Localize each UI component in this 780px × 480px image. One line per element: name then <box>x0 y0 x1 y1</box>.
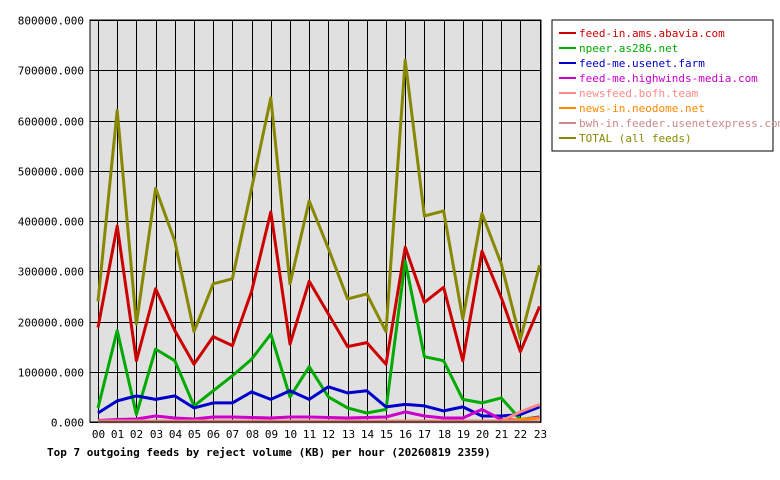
legend-label: bwh-in.feeder.usenetexpress.com <box>579 117 780 130</box>
y-tick-label: 200000.000 <box>18 317 84 330</box>
y-tick-label: 300000.000 <box>18 266 84 279</box>
series-line <box>97 407 540 422</box>
legend-label: TOTAL (all feeds) <box>579 132 692 145</box>
x-tick-label: 19 <box>457 428 470 441</box>
legend-label: news-in.neodome.net <box>579 102 705 115</box>
legend-label: feed-me.highwinds-media.com <box>579 72 758 85</box>
series-line <box>96 259 540 421</box>
x-tick-label: 13 <box>342 428 355 441</box>
y-tick-label: 700000.000 <box>18 65 84 78</box>
x-tick-label: 02 <box>130 428 143 441</box>
y-tick-label: 100000.000 <box>18 367 84 380</box>
chart-title: Top 7 outgoing feeds by reject volume (K… <box>47 446 491 459</box>
series-line <box>97 385 541 418</box>
x-tick-label: 23 <box>534 428 547 441</box>
x-tick-label: 06 <box>207 428 220 441</box>
x-tick-label: 20 <box>476 428 489 441</box>
y-tick-label: 400000.000 <box>18 216 84 229</box>
x-tick-label: 14 <box>361 428 375 441</box>
x-tick-label: 07 <box>226 428 239 441</box>
series-line <box>96 58 542 341</box>
legend-label: npeer.as286.net <box>579 42 678 55</box>
x-tick-label: 04 <box>169 428 183 441</box>
x-tick-label: 12 <box>322 428 335 441</box>
legend-box <box>551 19 774 152</box>
x-axis-ticks: 00 01 02 03 04 05 06 07 08 09 10 11 12 13 14 15 16 17 18 19… <box>92 428 547 441</box>
x-tick-label: 08 <box>246 428 259 441</box>
y-tick-label: 800000.000 <box>18 15 84 28</box>
x-tick-label: 10 <box>284 428 297 441</box>
x-tick-label: 03 <box>150 428 163 441</box>
legend: feed-in.ams.abavia.com npeer.as286.net fee… <box>551 19 780 152</box>
x-tick-label: 05 <box>188 428 201 441</box>
y-axis-ticks: 0.000 100000.000 200000.000 300000.000 40000… <box>18 15 84 430</box>
x-tick-label: 22 <box>514 428 527 441</box>
y-tick-label: 500000.000 <box>18 166 84 179</box>
x-tick-label: 21 <box>495 428 508 441</box>
x-tick-label: 15 <box>380 428 393 441</box>
x-tick-label: 00 <box>92 428 105 441</box>
x-tick-label: 01 <box>111 428 124 441</box>
x-tick-label: 18 <box>438 428 451 441</box>
x-tick-label: 17 <box>418 428 431 441</box>
x-tick-label: 11 <box>303 428 316 441</box>
legend-label: feed-in.ams.abavia.com <box>579 27 725 40</box>
x-tick-label: 16 <box>399 428 412 441</box>
series-line <box>96 210 541 366</box>
x-tick-label: 09 <box>265 428 278 441</box>
legend-label: feed-me.usenet.farm <box>579 57 705 70</box>
y-tick-label: 0.000 <box>51 417 84 430</box>
plot-border <box>89 19 542 423</box>
legend-label: newsfeed.bofh.team <box>579 87 699 100</box>
y-tick-label: 600000.000 <box>18 116 84 129</box>
